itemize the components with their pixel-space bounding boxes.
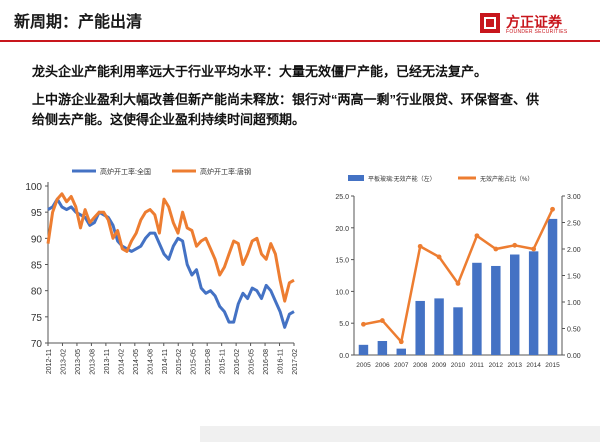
x-tick-label: 2008: [413, 362, 428, 369]
logo-mark-icon: [480, 13, 500, 33]
x-tick-label: 2011: [470, 362, 484, 369]
y-right-tick-label: 3.00: [567, 194, 581, 201]
x-tick-label: 2012-11: [46, 349, 53, 374]
legend-label: 无效产能占比（%）: [480, 175, 533, 183]
share-point: [436, 254, 442, 260]
x-tick-label: 2014-11: [162, 349, 169, 374]
y-right-tick-label: 0.50: [567, 327, 581, 334]
y-tick-label: 100: [25, 182, 42, 193]
x-tick-label: 2013: [507, 362, 522, 369]
y-right-tick-label: 2.50: [567, 221, 581, 228]
x-tick-label: 2016-08: [263, 349, 270, 375]
share-point: [361, 321, 366, 327]
x-tick-label: 2014: [526, 362, 541, 369]
footer-band: [200, 426, 600, 442]
y-left-tick-label: 5.0: [339, 321, 349, 328]
y-left-tick-label: 20.0: [335, 226, 349, 233]
blast-furnace-chart: 高炉开工率:全国 高炉开工率:唐钢 70 75 80 85 90 95 100 2012-11 20…: [0, 150, 300, 442]
bar: [434, 298, 444, 355]
y-left-tick-label: 0.0: [339, 353, 349, 360]
paragraph-2-line-1: 上中游企业盈利大幅改善但新产能尚未释放：银行对“两高一剩”行业限贷、环保督查、供: [32, 92, 540, 107]
share-point: [550, 206, 555, 212]
x-tick-label: 2013-05: [75, 349, 82, 375]
x-tick-label: 2005: [356, 362, 371, 369]
x-tick-label: 2017-02: [292, 349, 299, 375]
x-tick-label: 2013-11: [104, 349, 111, 374]
x-tick-label: 2009: [432, 362, 447, 369]
y-tick-label: 85: [31, 261, 43, 272]
share-point: [493, 246, 499, 252]
y-tick-label: 75: [31, 313, 43, 324]
y-tick-label: 90: [31, 234, 43, 245]
slide-title: 新周期：产能出清: [14, 14, 143, 31]
x-tick-label: 2014-08: [147, 349, 154, 375]
y-left-tick-label: 15.0: [335, 258, 349, 265]
bar: [491, 265, 501, 355]
paragraph-1: 龙头企业产能利用率远大于行业平均水平：大量无效僵尸产能，已经无法复产。: [32, 64, 488, 79]
y-right-tick-label: 0.00: [567, 353, 581, 360]
series-line-1: [47, 197, 295, 329]
legend-label: 平板玻璃:无效产能（左）: [368, 175, 436, 183]
logo-name-en: FOUNDER SECURITIES: [506, 29, 568, 35]
x-tick-label: 2016-05: [249, 349, 256, 375]
bar: [510, 254, 520, 355]
x-tick-label: 2014-05: [133, 349, 140, 375]
logo-name-cn: 方正证券: [506, 14, 562, 30]
title-divider: [0, 40, 600, 42]
share-point: [531, 246, 537, 252]
bar: [377, 341, 388, 355]
x-tick-label: 2016-02: [234, 349, 241, 375]
y-tick-label: 80: [31, 287, 43, 298]
bar: [472, 262, 482, 355]
legend-swatch: [348, 175, 364, 181]
x-tick-label: 2010: [451, 362, 466, 369]
x-tick-label: 2014-02: [118, 349, 125, 375]
y-right-tick-label: 1.50: [567, 274, 581, 281]
y-right-tick-label: 2.00: [567, 247, 581, 254]
bar: [396, 348, 406, 355]
x-tick-label: 2006: [375, 362, 390, 369]
y-left-tick-label: 10.0: [335, 289, 349, 296]
y-tick-label: 95: [31, 208, 43, 219]
bar: [358, 344, 369, 355]
x-tick-label: 2015: [545, 362, 560, 369]
x-tick-label: 2007: [394, 362, 409, 369]
y-tick-label: 70: [31, 339, 43, 350]
share-point: [474, 233, 480, 239]
x-tick-label: 2016-11: [278, 349, 285, 374]
bar: [547, 218, 558, 355]
glass-capacity-chart-svg: 平板玻璃:无效产能（左） 无效产能占比（%） 0.0 5.0 10.0 15.0 20.0 2…: [335, 175, 581, 369]
glass-capacity-chart: 平板玻璃:无效产能（左） 无效产能占比（%） 0.0 5.0 10.0 15.0 20.0 2…: [318, 160, 600, 442]
x-tick-label: 2013-02: [60, 349, 67, 375]
share-point: [512, 242, 518, 248]
legend-label: 高炉开工率:全国: [100, 167, 151, 176]
y-right-tick-label: 1.00: [567, 300, 581, 307]
paragraph-2: 上中游企业盈利大幅改善但新产能尚未释放：银行对“两高一剩”行业限贷、环保督查、供…: [32, 90, 572, 130]
x-tick-label: 2015-05: [191, 349, 198, 375]
bar: [528, 251, 539, 355]
bar: [453, 307, 463, 355]
series-line-2: [46, 192, 295, 303]
share-point: [417, 243, 423, 249]
company-logo: 方正证券 FOUNDER SECURITIES: [480, 12, 590, 38]
blast-furnace-chart-svg: 高炉开工率:全国 高炉开工率:唐钢 70 75 80 85 90 95 100 2012-11 20…: [25, 167, 299, 375]
share-point: [379, 318, 385, 323]
legend-label: 高炉开工率:唐钢: [200, 167, 251, 176]
paragraph-2-line-2: 给侧去产能。这使得企业盈利持续时间超预期。: [32, 112, 306, 127]
x-tick-label: 2015-11: [220, 349, 227, 374]
share-point: [455, 281, 461, 286]
x-tick-label: 2012: [489, 362, 504, 369]
x-tick-label: 2015-02: [176, 349, 183, 375]
share-point: [398, 339, 404, 345]
x-tick-label: 2015-08: [205, 349, 212, 375]
bar: [415, 300, 425, 355]
x-tick-label: 2013-08: [89, 349, 96, 375]
y-left-tick-label: 25.0: [335, 194, 349, 201]
